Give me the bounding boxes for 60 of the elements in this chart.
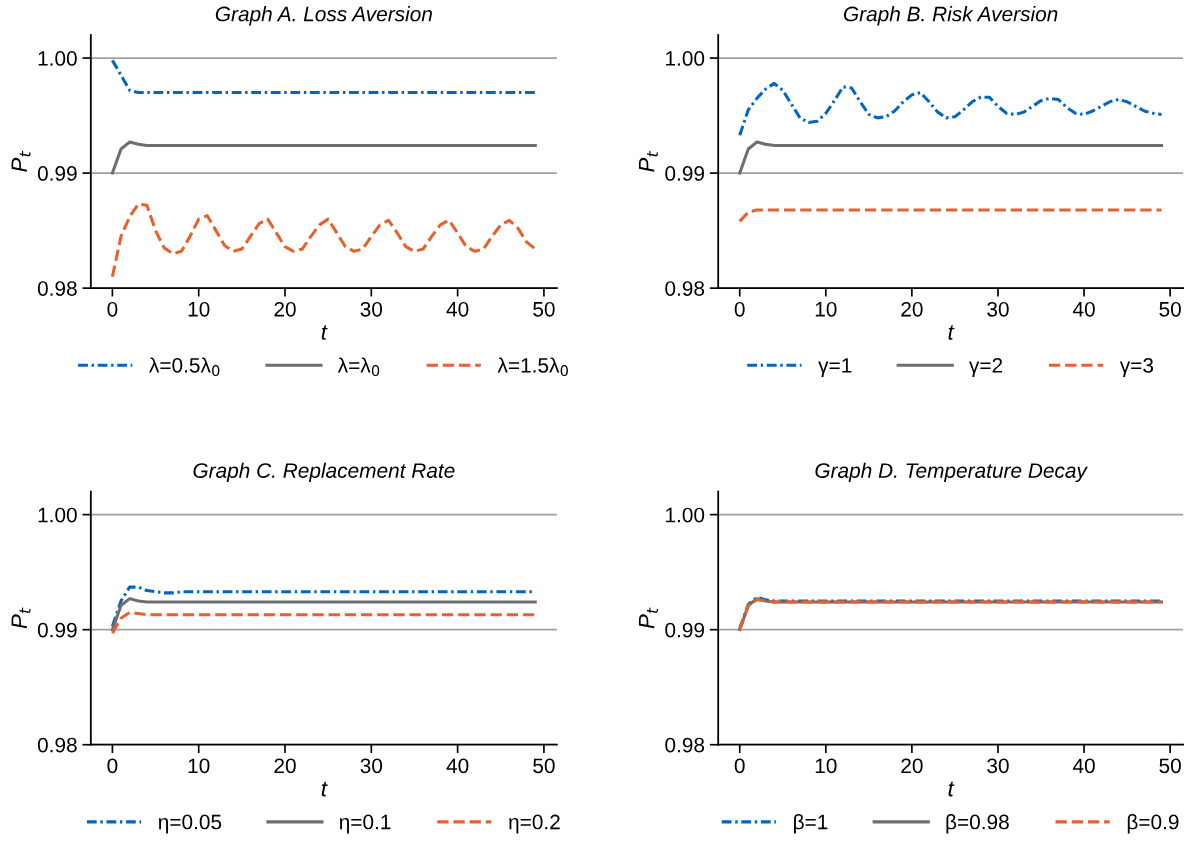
x-tick-label: 20	[901, 758, 923, 774]
legend-label: β=0.98	[946, 814, 1009, 834]
legend-label: η=0.2	[509, 814, 560, 834]
x-tick-label: 0	[734, 301, 745, 317]
y-tick-label: 0.98	[37, 737, 77, 753]
y-tick-label: 0.99	[665, 166, 705, 181]
legend-label: η=0.05	[158, 814, 222, 834]
legend-label: β=0.9	[1127, 814, 1179, 834]
y-tick-label: 1.00	[38, 507, 77, 523]
x-tick-label: 30	[987, 301, 1009, 317]
chart-title: Graph C. Replacement Rate	[193, 462, 455, 483]
y-axis-title: P$_{t}$	[638, 150, 658, 172]
x-axis-title: t	[948, 781, 955, 797]
x-tick-label: 10	[188, 758, 210, 774]
x-tick-label: 50	[1159, 301, 1181, 317]
y-tick-label: 0.98	[665, 281, 705, 296]
y-tick-label: 0.99	[37, 622, 77, 638]
legend-label: λ=0.5λ$_{0}$	[149, 357, 220, 377]
legend-label: λ=1.5λ$_{0}$	[497, 357, 568, 377]
x-tick-label: 30	[360, 758, 383, 774]
legend-label: γ=2	[969, 358, 1003, 377]
x-axis-title: t	[948, 325, 955, 340]
x-axis-title: t	[321, 325, 328, 340]
x-tick-label: 10	[815, 301, 837, 317]
chart-title: Graph B. Risk Aversion	[843, 6, 1058, 26]
x-tick-label: 50	[1159, 758, 1181, 774]
legend-label: λ=λ$_{0}$	[337, 357, 380, 377]
x-tick-label: 20	[901, 301, 923, 317]
chart-title: Graph D. Temperature Decay	[815, 462, 1088, 483]
x-tick-label: 20	[274, 758, 296, 774]
y-axis-title: P$_{t}$	[11, 150, 31, 172]
x-tick-label: 40	[446, 301, 469, 317]
y-tick-label: 0.99	[37, 166, 77, 181]
y-tick-label: 0.98	[37, 281, 77, 296]
legend-label: γ=3	[1119, 358, 1154, 377]
x-tick-label: 10	[815, 758, 837, 774]
x-tick-label: 20	[274, 301, 296, 317]
x-tick-label: 30	[360, 301, 383, 317]
y-axis-title: P$_{t}$	[11, 607, 31, 629]
legend-label: η=0.1	[339, 814, 391, 834]
legend-label: β=1	[794, 814, 828, 834]
y-axis-title: P$_{t}$	[638, 607, 658, 629]
x-tick-label: 40	[1072, 758, 1095, 774]
x-tick-label: 0	[107, 758, 118, 774]
x-axis-title: t	[321, 781, 328, 797]
x-tick-label: 50	[533, 301, 555, 317]
x-tick-label: 30	[987, 758, 1009, 774]
x-tick-label: 0	[734, 758, 745, 774]
x-tick-label: 10	[188, 301, 210, 317]
chart-title: Graph A. Loss Aversion	[215, 6, 432, 26]
y-tick-label: 1.00	[666, 51, 705, 66]
x-tick-label: 50	[533, 758, 555, 774]
legend-label: γ=1	[818, 358, 852, 377]
y-tick-label: 0.98	[665, 737, 705, 753]
y-tick-label: 0.99	[665, 622, 705, 638]
x-tick-label: 40	[1072, 301, 1095, 317]
y-tick-label: 1.00	[666, 507, 705, 523]
x-tick-label: 40	[446, 758, 469, 774]
x-tick-label: 0	[107, 301, 118, 317]
y-tick-label: 1.00	[38, 51, 77, 66]
